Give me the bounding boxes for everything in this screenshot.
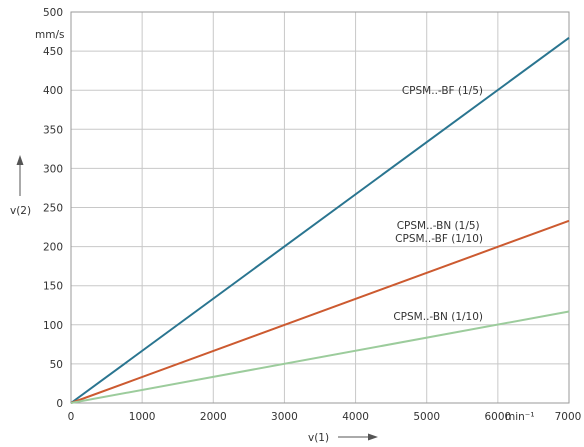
series-line-2 [70,219,570,404]
y-tick-label: 350 [43,124,63,136]
x-axis-label: v(1) [308,432,329,444]
y-tick-label: 200 [43,242,63,254]
x-axis-arrow-icon [338,433,378,441]
series-line-1 [70,36,570,404]
y-axis-arrow-icon [16,155,24,196]
x-tick-label: 5000 [413,411,440,423]
x-tick-label: 4000 [342,411,369,423]
y-unit-label: mm/s [35,29,64,41]
series-line-3 [70,310,570,404]
series-label-1: CPSM..-BF (1/5) [402,85,483,97]
x-tick-label: 7000 [555,411,582,423]
x-tick-label: 0 [68,411,75,423]
y-tick-label: 400 [43,85,63,97]
x-unit-label: min⁻¹ [505,411,535,423]
series-labels: CPSM..-BF (1/5) CPSM..-BN (1/5) CPSM..-B… [393,85,483,323]
plot-frame [70,11,570,404]
y-tick-label: 150 [43,281,63,293]
y-tick-label: 300 [43,163,63,175]
series-group [70,36,570,404]
series-label-2-line-1: CPSM..-BN (1/5) [397,220,480,232]
x-tick-label: 1000 [129,411,156,423]
x-tick-label: 3000 [271,411,298,423]
series-label-3: CPSM..-BN (1/10) [393,311,483,323]
y-tick-label: 250 [43,203,63,215]
y-axis-label: v(2) [10,205,31,217]
grid [71,12,569,403]
series-label-2: CPSM..-BN (1/5) CPSM..-BF (1/10) [395,220,483,245]
x-tick-label: 2000 [200,411,227,423]
x-tick-label: 6000 [484,411,511,423]
y-tick-label: 450 [43,46,63,58]
y-tick-label: 100 [43,320,63,332]
ticks: 0 1000 2000 3000 4000 5000 6000 7000 0 50 100 150 20… [43,7,581,423]
y-tick-label: 0 [56,398,63,410]
y-tick-label: 500 [43,7,63,19]
y-tick-label: 50 [50,359,63,371]
series-label-2-line-2: CPSM..-BF (1/10) [395,233,483,245]
